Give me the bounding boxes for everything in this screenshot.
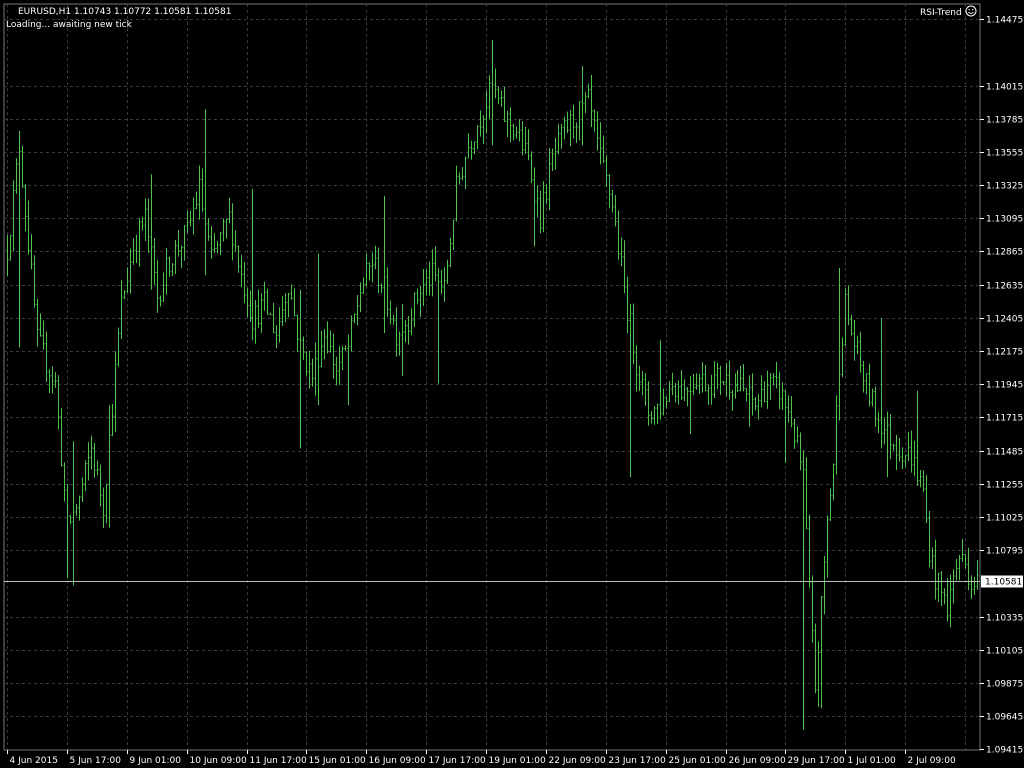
x-axis: 4 Jun 2015 5 Jun 17:00 9 Jun 01:00 10 Jun 0… xyxy=(7,750,957,766)
x-tick-label: 25 Jun 01:00 xyxy=(669,756,726,766)
y-tick-label: 1.10105 xyxy=(986,647,1023,657)
status-line: Loading... awaiting new tick xyxy=(6,20,133,30)
y-tick-label: 1.12175 xyxy=(986,348,1023,358)
y-tick-label: 1.09415 xyxy=(986,746,1023,756)
current-price-label: 1.10581 xyxy=(985,578,1022,588)
y-tick-label: 1.11715 xyxy=(986,414,1023,424)
x-tick-label: 1 Jul 01:00 xyxy=(848,756,897,766)
x-tick-label: 9 Jun 01:00 xyxy=(130,756,182,766)
y-tick-label: 1.11025 xyxy=(986,514,1023,524)
y-tick-label: 1.13555 xyxy=(986,149,1023,159)
smiley-icon[interactable] xyxy=(965,5,977,17)
y-tick-label: 1.14475 xyxy=(986,16,1023,26)
x-tick-label: 26 Jun 09:00 xyxy=(729,756,786,766)
price-bars xyxy=(6,40,979,730)
grid xyxy=(3,3,981,751)
y-tick-label: 1.12405 xyxy=(986,315,1023,325)
y-tick-label: 1.09875 xyxy=(986,680,1023,690)
symbol-line: EURUSD,H1 1.10743 1.10772 1.10581 1.1058… xyxy=(18,7,231,17)
current-price-marker: 1.10581 xyxy=(981,575,1023,588)
y-tick-label: 1.14015 xyxy=(986,83,1023,93)
y-tick-label: 1.11485 xyxy=(986,448,1023,458)
x-tick-label: 4 Jun 2015 xyxy=(10,756,58,766)
x-tick-label: 10 Jun 09:00 xyxy=(190,756,247,766)
x-tick-label: 23 Jun 17:00 xyxy=(609,756,666,766)
y-axis: 1.14475 1.14015 1.13785 1.13555 1.13325 1.130… xyxy=(980,16,1023,756)
x-tick-label: 5 Jun 17:00 xyxy=(70,756,122,766)
current-price-tag xyxy=(981,575,1023,588)
x-tick-label: 29 Jun 17:00 xyxy=(788,756,845,766)
x-tick-label: 22 Jun 09:00 xyxy=(549,756,606,766)
y-tick-label: 1.11945 xyxy=(986,381,1023,391)
y-tick-label: 1.10795 xyxy=(986,547,1023,557)
x-tick-label: 16 Jun 09:00 xyxy=(369,756,426,766)
y-tick-label: 1.09645 xyxy=(986,713,1023,723)
x-tick-label: 11 Jun 17:00 xyxy=(250,756,307,766)
indicator-label[interactable]: RSI-Trend xyxy=(920,8,962,18)
x-tick-label: 15 Jun 01:00 xyxy=(309,756,366,766)
x-tick-label: 2 Jul 09:00 xyxy=(908,756,957,766)
y-tick-label: 1.12635 xyxy=(986,282,1023,292)
y-tick-label: 1.13325 xyxy=(986,182,1023,192)
y-tick-label: 1.13785 xyxy=(986,116,1023,126)
x-tick-label: 19 Jun 01:00 xyxy=(489,756,546,766)
x-tick-label: 17 Jun 17:00 xyxy=(429,756,486,766)
y-tick-label: 1.10335 xyxy=(986,614,1023,624)
y-tick-label: 1.13095 xyxy=(986,215,1023,225)
y-tick-label: 1.12865 xyxy=(986,248,1023,258)
y-tick-label: 1.11255 xyxy=(986,481,1023,491)
